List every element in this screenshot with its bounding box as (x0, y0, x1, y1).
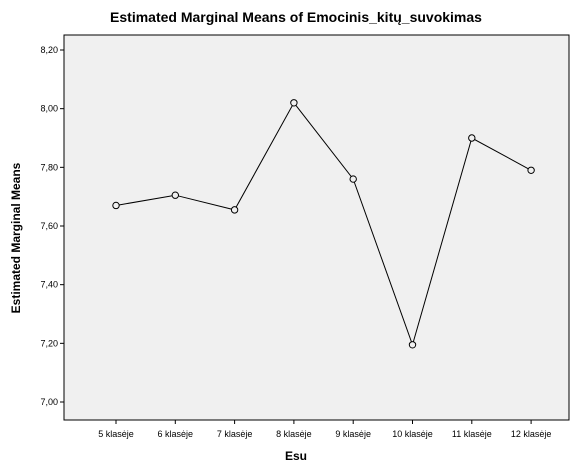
data-point (290, 99, 298, 107)
x-tick-label: 8 klasėje (276, 429, 312, 439)
series-line (115, 101, 532, 347)
x-tick-label: 7 klasėje (217, 429, 253, 439)
data-point (408, 341, 417, 349)
data-point (527, 166, 535, 174)
x-tick-label: 11 klasėje (452, 429, 492, 439)
series-markers (112, 99, 535, 349)
y-tick-label: 8,00 (40, 104, 58, 114)
x-tick-label: 10 klasėje (392, 429, 433, 439)
x-tick-label: 6 klasėje (158, 429, 194, 439)
plot-area (63, 34, 570, 421)
y-axis: 7,00 7,20 7,40 7,60 7,80 8,00 8,20 (40, 45, 64, 407)
chart-title: Estimated Marginal Means of Emocinis_kit… (110, 9, 482, 25)
y-tick-label: 7,00 (40, 397, 58, 407)
y-tick-label: 7,60 (40, 221, 58, 231)
y-tick-label: 7,20 (40, 338, 58, 348)
x-axis-label: Esu (285, 449, 307, 463)
data-point (349, 175, 357, 183)
y-tick-label: 7,40 (40, 280, 58, 290)
x-axis: 5 klasėje 6 klasėje 7 klasėje 8 klasėje 9 kl… (98, 420, 551, 439)
data-point (112, 201, 120, 210)
data-point (468, 134, 476, 142)
y-axis-label: Estimated Marginal Means (9, 162, 23, 313)
y-tick-label: 8,20 (40, 45, 58, 55)
y-tick-label: 7,80 (40, 162, 58, 172)
data-point (230, 206, 239, 214)
data-point (171, 191, 180, 199)
x-tick-label: 12 klasėje (511, 429, 552, 439)
x-tick-label: 9 klasėje (335, 429, 371, 439)
x-tick-label: 5 klasėje (98, 429, 134, 439)
